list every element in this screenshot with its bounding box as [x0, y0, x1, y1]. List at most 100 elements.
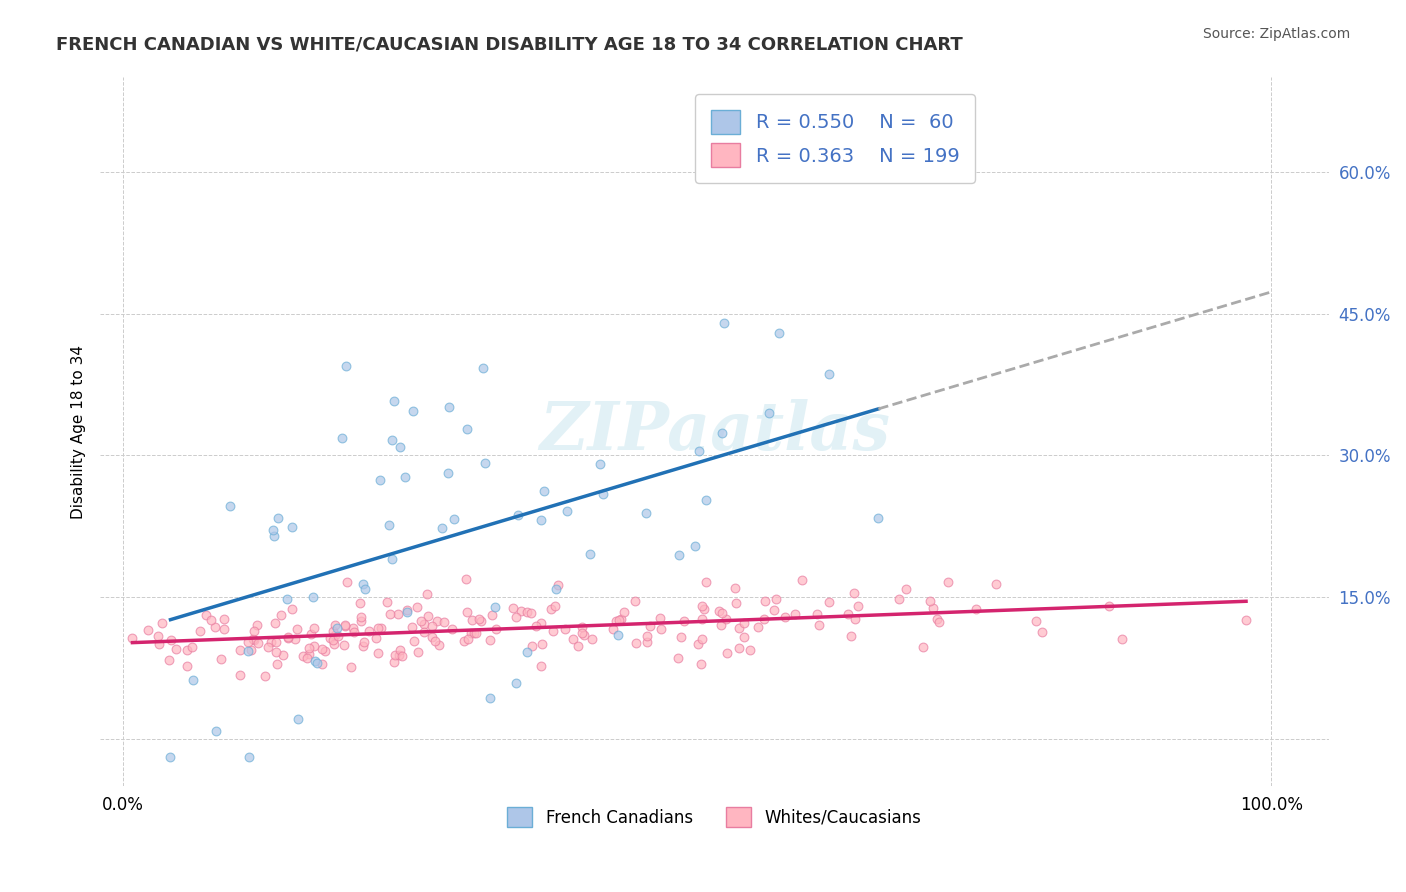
Point	[481, 607, 503, 622]
Point	[668, 548, 690, 562]
Point	[264, 635, 287, 649]
Point	[690, 599, 713, 613]
Point	[402, 404, 425, 418]
Point	[984, 576, 1007, 591]
Point	[328, 629, 350, 643]
Point	[270, 608, 292, 623]
Point	[299, 626, 322, 640]
Point	[471, 361, 494, 376]
Text: ZIPaatlas: ZIPaatlas	[538, 399, 890, 464]
Point	[520, 639, 543, 653]
Point	[298, 648, 321, 662]
Point	[839, 629, 862, 643]
Point	[243, 624, 266, 639]
Point	[921, 601, 943, 615]
Point	[401, 620, 423, 634]
Point	[669, 630, 692, 644]
Point	[302, 621, 325, 635]
Point	[724, 596, 747, 610]
Point	[579, 547, 602, 561]
Point	[695, 492, 717, 507]
Point	[508, 508, 530, 522]
Point	[429, 638, 451, 652]
Point	[430, 520, 453, 534]
Point	[484, 600, 506, 615]
Point	[474, 456, 496, 470]
Point	[200, 613, 222, 627]
Point	[380, 433, 402, 447]
Point	[336, 575, 359, 590]
Point	[456, 605, 478, 619]
Point	[478, 633, 501, 648]
Point	[426, 614, 449, 628]
Point	[453, 634, 475, 648]
Point	[350, 614, 373, 628]
Point	[911, 640, 934, 654]
Point	[530, 637, 553, 651]
Point	[530, 615, 553, 630]
Point	[470, 614, 492, 628]
Point	[790, 573, 813, 587]
Point	[256, 640, 278, 655]
Point	[323, 618, 346, 632]
Point	[588, 457, 610, 471]
Point	[246, 636, 269, 650]
Point	[214, 612, 236, 626]
Point	[284, 632, 307, 646]
Point	[165, 642, 187, 657]
Legend: French Canadians, Whites/Caucasians: French Canadians, Whites/Caucasians	[501, 800, 928, 834]
Point	[420, 630, 443, 644]
Point	[416, 608, 439, 623]
Point	[136, 623, 159, 637]
Point	[918, 593, 941, 607]
Point	[478, 691, 501, 706]
Point	[464, 626, 486, 640]
Point	[323, 637, 346, 651]
Point	[423, 633, 446, 648]
Point	[692, 632, 714, 647]
Point	[689, 657, 711, 671]
Point	[205, 724, 228, 739]
Point	[554, 622, 576, 636]
Point	[281, 519, 304, 533]
Point	[212, 622, 235, 636]
Point	[1025, 614, 1047, 628]
Point	[277, 631, 299, 645]
Point	[754, 594, 776, 608]
Point	[581, 632, 603, 647]
Point	[219, 499, 242, 513]
Point	[713, 316, 735, 330]
Point	[396, 605, 419, 619]
Point	[273, 648, 295, 662]
Point	[242, 632, 264, 646]
Text: Source: ZipAtlas.com: Source: ZipAtlas.com	[1202, 27, 1350, 41]
Point	[264, 645, 287, 659]
Point	[1097, 599, 1119, 613]
Point	[319, 632, 342, 646]
Point	[240, 643, 263, 657]
Point	[695, 574, 717, 589]
Point	[460, 625, 482, 640]
Point	[322, 624, 344, 639]
Point	[806, 607, 828, 621]
Point	[330, 431, 353, 445]
Point	[463, 626, 485, 640]
Point	[516, 605, 538, 619]
Point	[547, 578, 569, 592]
Point	[650, 622, 672, 636]
Text: FRENCH CANADIAN VS WHITE/CAUCASIAN DISABILITY AGE 18 TO 34 CORRELATION CHART: FRENCH CANADIAN VS WHITE/CAUCASIAN DISAB…	[56, 36, 963, 54]
Point	[516, 645, 538, 659]
Point	[1234, 613, 1257, 627]
Point	[530, 659, 553, 673]
Point	[297, 651, 319, 665]
Point	[541, 624, 564, 639]
Point	[354, 582, 377, 597]
Point	[243, 633, 266, 648]
Point	[194, 607, 217, 622]
Point	[262, 523, 284, 537]
Point	[707, 604, 730, 618]
Point	[350, 609, 373, 624]
Point	[298, 640, 321, 655]
Point	[176, 643, 198, 657]
Point	[758, 406, 780, 420]
